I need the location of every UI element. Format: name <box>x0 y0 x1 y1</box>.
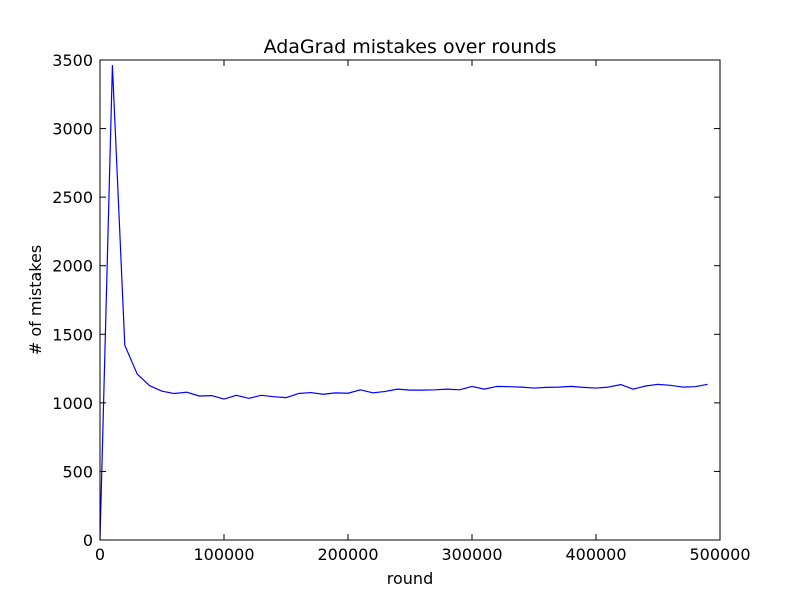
y-tick-label: 3500 <box>52 51 93 70</box>
y-tick-label: 500 <box>62 462 93 481</box>
x-tick-label: 200000 <box>317 545 378 564</box>
x-tick-label: 400000 <box>565 545 626 564</box>
series-line-0 <box>99 64 708 541</box>
y-axis-label: # of mistakes <box>26 245 45 355</box>
x-tick-label: 300000 <box>441 545 502 564</box>
x-axis-label: round <box>387 569 433 588</box>
y-tick-label: 2000 <box>52 257 93 276</box>
y-tick-label: 2500 <box>52 188 93 207</box>
chart-title: AdaGrad mistakes over rounds <box>264 36 557 58</box>
axes-frame <box>99 59 721 541</box>
x-tick-label: 0 <box>95 545 105 564</box>
y-tick-label: 1500 <box>52 325 93 344</box>
x-tick-label: 500000 <box>689 545 750 564</box>
x-tick-label: 100000 <box>193 545 254 564</box>
y-tick-label: 3000 <box>52 120 93 139</box>
y-tick-label: 0 <box>83 531 93 550</box>
y-tick-label: 1000 <box>52 394 93 413</box>
plot-area: 0 100000 200000 300000 400000 500000 0 500 1000 1… <box>52 51 750 564</box>
